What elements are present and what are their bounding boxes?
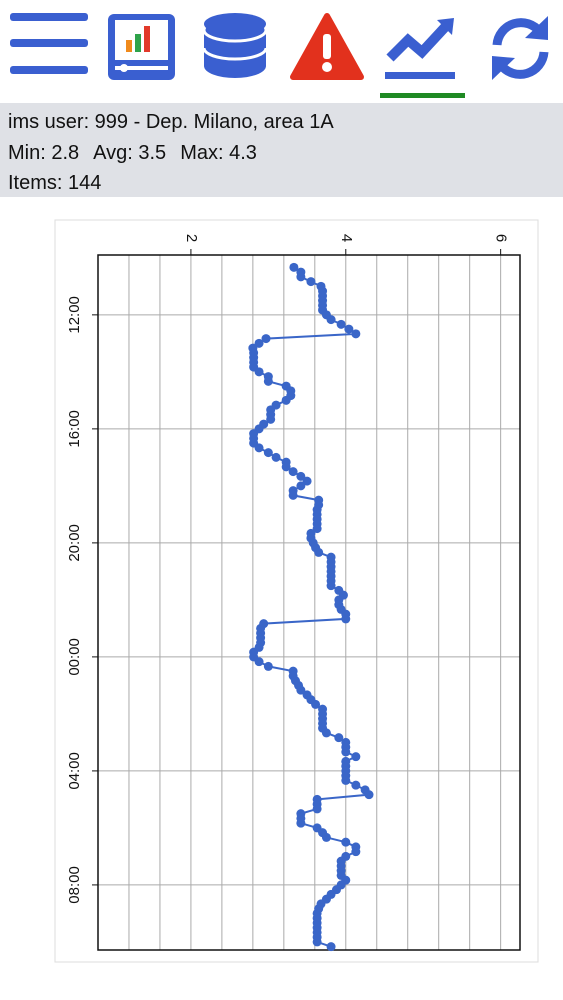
data-point: [341, 747, 351, 757]
data-point: [254, 367, 264, 377]
data-point: [326, 315, 336, 325]
data-point: [266, 414, 276, 424]
data-point: [296, 471, 306, 481]
refresh-icon[interactable]: [492, 18, 549, 79]
data-point: [314, 547, 324, 557]
alert-icon[interactable]: [290, 13, 364, 80]
data-point: [351, 752, 361, 762]
data-point: [254, 338, 264, 348]
max: Max: 4.3: [180, 142, 257, 164]
data-point: [341, 775, 351, 785]
database-icon[interactable]: [202, 13, 268, 78]
data-point: [254, 657, 264, 667]
data-point: [296, 685, 306, 695]
data-point: [326, 581, 336, 591]
info-panel: ims user: 999 - Dep. Milano, area 1A Min…: [0, 103, 563, 197]
chart-frame: [54, 219, 539, 963]
time-tick-label: 16:00: [66, 410, 83, 448]
data-point: [288, 490, 298, 500]
data-point: [306, 277, 316, 287]
value-tick-label: 6: [493, 234, 510, 242]
user-line: ims user: 999 - Dep. Milano, area 1A: [8, 111, 334, 133]
time-tick-label: 08:00: [66, 866, 83, 904]
data-point: [341, 837, 351, 847]
min: Min: 2.8: [8, 142, 80, 164]
data-point: [321, 832, 331, 842]
time-tick-label: 04:00: [66, 752, 83, 790]
time-tick-label: 20:00: [66, 524, 83, 562]
stats-line: Min: 2.8 Avg: 3.5 Max: 4.3: [8, 142, 271, 165]
data-point: [341, 614, 351, 624]
data-point: [344, 324, 354, 334]
data-point: [351, 780, 361, 790]
plot-frame: [97, 254, 521, 951]
data-point: [288, 467, 298, 477]
time-tick-label: 00:00: [66, 638, 83, 676]
data-point: [289, 262, 299, 272]
value-tick-label: 4: [338, 234, 355, 242]
data-point: [312, 937, 322, 947]
data-point: [311, 699, 321, 709]
refresh-arrow: [525, 16, 548, 40]
data-point: [261, 334, 271, 344]
data-point: [296, 481, 306, 491]
data-point: [296, 818, 306, 828]
toolbar: [10, 13, 549, 98]
data-point: [296, 272, 306, 282]
data-point: [302, 476, 312, 486]
data-point: [271, 452, 281, 462]
data-point: [263, 376, 273, 386]
trend-icon[interactable]: [380, 18, 465, 98]
time-tick-label: 12:00: [66, 296, 83, 334]
refresh-arrow: [492, 56, 515, 80]
items-line: Items: 144: [8, 172, 102, 194]
data-point: [281, 462, 291, 472]
data-point: [254, 443, 264, 453]
data-point: [351, 329, 361, 339]
data-point: [326, 942, 336, 952]
data-point: [364, 790, 374, 800]
chart: 2 4 6 12:00 16:00 20:00 00:00 04:00 08:00: [54, 219, 539, 963]
value-tick-label: 2: [183, 234, 200, 242]
avg: Avg: 3.5: [93, 142, 167, 164]
data-point: [312, 804, 322, 814]
data-point: [312, 524, 322, 534]
chart-icon[interactable]: [108, 14, 175, 80]
data-point: [334, 733, 344, 743]
data-point: [336, 319, 346, 329]
menu-icon[interactable]: [10, 13, 88, 74]
data-point: [263, 661, 273, 671]
data-point: [263, 448, 273, 458]
data-point: [351, 847, 361, 857]
data-point: [321, 728, 331, 738]
data-point: [281, 395, 291, 405]
